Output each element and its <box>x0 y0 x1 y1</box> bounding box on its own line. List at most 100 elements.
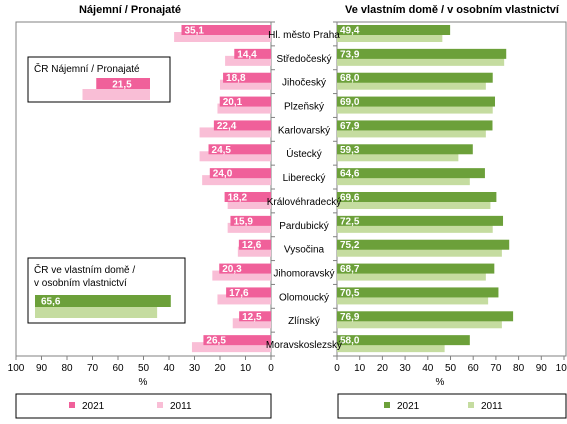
own-bar-2021 <box>337 120 493 131</box>
rent-bar-2011 <box>202 175 271 186</box>
rent-bar-2011 <box>227 199 271 209</box>
category-label: Moravskoslezský <box>266 340 342 351</box>
category-label: Olomoucký <box>279 292 329 303</box>
right-x-tick-label: 50 <box>445 363 457 374</box>
own-value-label: 72,5 <box>340 216 360 227</box>
own-bar-2021 <box>337 239 510 250</box>
right-x-tick-label: 40 <box>422 363 434 374</box>
rent-value-label: 22,4 <box>217 121 237 132</box>
own-value-label: 59,3 <box>340 145 360 156</box>
category-label: Vysočina <box>284 245 325 256</box>
rent-inset-bar-2021 <box>96 78 150 89</box>
own-bar-2021 <box>337 96 496 107</box>
rent-bar-2021 <box>209 168 271 179</box>
category-label: Jihomoravský <box>273 269 334 280</box>
own-value-label: 69,0 <box>340 97 360 108</box>
rent-value-label: 14,4 <box>237 49 257 60</box>
own-bar-2021 <box>337 72 493 83</box>
own-bar-2021 <box>337 215 504 226</box>
rent-bar-2021 <box>234 48 271 59</box>
left-legend-label-2011: 2011 <box>170 401 192 412</box>
right-x-axis-label: % <box>436 377 445 388</box>
own-bar-2021 <box>337 263 495 274</box>
category-label: Středočeský <box>276 54 331 65</box>
rent-inset-title: ČR Nájemní / Pronajaté <box>34 62 140 75</box>
own-bar-2011 <box>337 318 502 329</box>
rent-bar-2011 <box>199 151 271 162</box>
rent-value-label: 24,0 <box>213 169 233 180</box>
rent-bar-2011 <box>217 294 271 305</box>
rent-value-label: 12,5 <box>242 312 262 323</box>
rent-bar-2021 <box>238 239 271 250</box>
left-x-tick-label: 100 <box>8 363 25 374</box>
category-label: Královéhradecký <box>267 197 341 208</box>
own-bar-2021 <box>337 25 451 35</box>
own-bar-2011 <box>337 103 493 114</box>
left-legend-box <box>15 393 272 419</box>
right-plot-frame <box>336 21 567 357</box>
rent-bar-2021 <box>239 311 271 322</box>
left-plot-area: 35,1 14,4 18,8 20,1 22,4 24,5 24,0 18,2 15,9 12,6… <box>8 21 275 388</box>
right-legend-label-2021: 2021 <box>397 401 420 412</box>
rent-bar-2011 <box>191 342 271 353</box>
right-x-tick-label: 20 <box>377 363 389 374</box>
own-bar-2011 <box>337 294 489 305</box>
own-inset-title-line1: ČR ve vlastním domě / <box>34 263 135 276</box>
left-x-tick-label: 90 <box>36 363 48 374</box>
rent-bar-2011 <box>225 55 271 66</box>
own-bar-2011 <box>337 32 443 42</box>
left-x-tick-label: 40 <box>163 363 175 374</box>
own-bar-2011 <box>337 79 486 90</box>
right-x-tick-label: 90 <box>536 363 548 374</box>
right-x-tick-label: 80 <box>513 363 525 374</box>
rent-value-label: 12,6 <box>242 240 262 251</box>
rent-value-label: 26,5 <box>206 336 226 347</box>
own-bar-2011 <box>337 199 491 209</box>
own-bar-2011 <box>337 342 445 353</box>
own-bar-2021 <box>337 287 499 298</box>
left-x-tick-label: 0 <box>268 363 274 374</box>
category-label: Karlovarský <box>278 125 330 136</box>
category-label: Pardubický <box>279 221 328 232</box>
left-legend-label-2021: 2021 <box>82 401 105 412</box>
rent-value-label: 35,1 <box>184 26 204 37</box>
own-value-label: 75,2 <box>340 240 360 251</box>
right-x-tick-label: 0 <box>334 363 340 374</box>
rent-bar-2011 <box>217 103 271 114</box>
rent-bar-2021 <box>224 192 271 202</box>
own-bar-2021 <box>337 48 507 59</box>
rent-value-label: 17,6 <box>229 288 249 299</box>
rent-inset-bar-2011 <box>82 89 150 100</box>
rent-value-label: 24,5 <box>212 145 232 156</box>
left-x-tick-label: 50 <box>138 363 150 374</box>
own-bar-2021 <box>337 168 485 179</box>
own-inset-title-line2: v osobním vlastnictví <box>34 278 127 289</box>
rent-value-label: 20,3 <box>222 264 242 275</box>
category-label: Plzeňský <box>284 102 324 113</box>
rent-value-label: 18,2 <box>228 193 248 204</box>
right-x-tick-label: 70 <box>490 363 502 374</box>
left-x-axis-label: % <box>139 377 148 388</box>
rent-bar-2021 <box>219 263 271 274</box>
own-inset-bar-2011 <box>35 306 158 318</box>
right-legend-label-2011: 2011 <box>481 401 503 412</box>
right-plot-area: 49,4 73,9 68,0 69,0 67,9 59,3 64,6 69,6 72,5 75,2… <box>333 21 567 388</box>
own-bar-2011 <box>337 270 486 281</box>
rent-bar-2011 <box>199 127 271 138</box>
right-x-tick-label: 30 <box>400 363 412 374</box>
right-x-tick-label: 100 <box>556 363 567 374</box>
right-legend-swatch-2021 <box>384 402 390 408</box>
rent-bar-2011 <box>212 270 271 281</box>
right-x-tick-label: 10 <box>354 363 366 374</box>
category-label: Hl. město Praha <box>268 30 340 41</box>
own-inset-bar-2021 <box>35 295 171 307</box>
rent-bar-2021 <box>226 287 271 298</box>
rent-bar-2011 <box>174 32 271 42</box>
own-bar-2011 <box>337 175 470 186</box>
own-value-label: 68,0 <box>340 73 360 84</box>
category-label: Jihočeský <box>282 78 326 89</box>
right-chart-title: Ve vlastním domě / v osobním vlastnictví <box>345 4 560 16</box>
rent-bar-2021 <box>203 335 271 346</box>
own-value-label: 73,9 <box>340 49 360 60</box>
own-bar-2021 <box>337 311 514 322</box>
